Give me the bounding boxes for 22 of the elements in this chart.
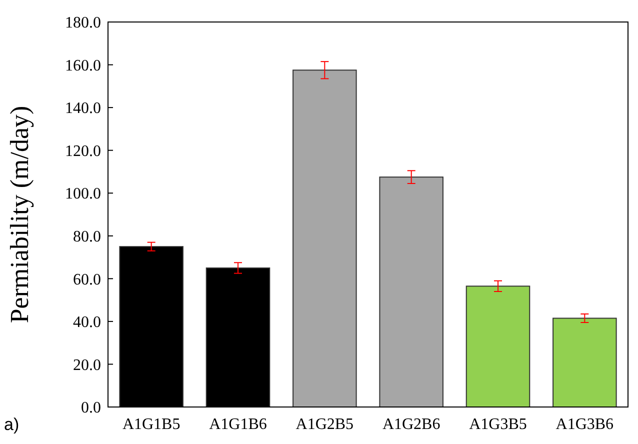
bar — [466, 286, 530, 408]
y-tick-label: 180.0 — [65, 14, 101, 32]
x-tick-label: A1G2B5 — [296, 416, 354, 433]
y-tick-label: 40.0 — [73, 314, 101, 332]
y-tick-label: 0.0 — [81, 400, 101, 417]
x-tick-label: A1G1B6 — [209, 416, 267, 433]
y-axis-title: Permiability (m/day) — [5, 106, 34, 324]
y-tick-label: 120.0 — [65, 142, 101, 160]
x-tick-label: A1G3B6 — [556, 416, 614, 433]
bar — [379, 176, 444, 408]
y-tick-label: 140.0 — [65, 100, 101, 118]
y-tick-label: 20.0 — [73, 356, 101, 374]
text: a) — [4, 415, 20, 434]
x-tick-label: A1G3B5 — [469, 416, 527, 433]
bar — [292, 70, 357, 408]
x-tick-label: A1G2B6 — [382, 416, 440, 433]
bar — [552, 318, 617, 408]
x-tick-label: A1G1B5 — [122, 416, 180, 433]
y-tick-label: 60.0 — [73, 271, 101, 288]
y-tick-label: 100.0 — [65, 186, 101, 203]
y-tick-label: 80.0 — [73, 228, 101, 246]
y-tick-label: 160.0 — [65, 57, 101, 74]
